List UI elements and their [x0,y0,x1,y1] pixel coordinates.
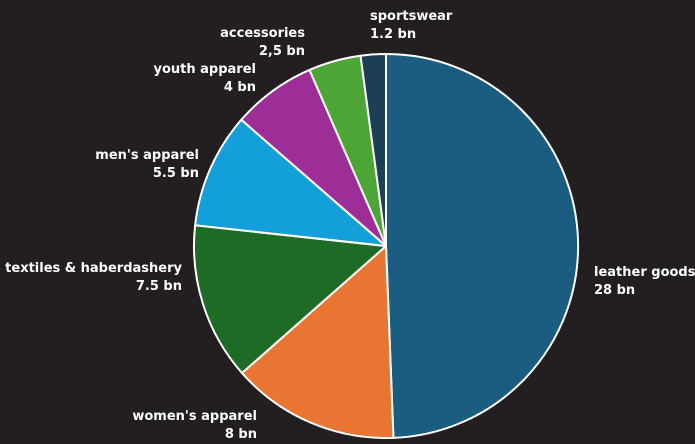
slice-name-label: accessories [220,26,305,41]
slice-value-label: 8 bn [225,427,257,442]
slice-value-label: 4 bn [224,80,256,95]
pie-slices [193,53,580,439]
pie-slice-sportswear [359,53,387,247]
slice-value-label: 1.2 bn [370,27,416,42]
slice-value-label: 7.5 bn [136,279,182,294]
slice-name-label: leather goods [594,265,695,280]
pie-labels: leather goods 28 bn women's apparel 8 bn tex… [5,9,695,442]
pie-slice-textiles-haberdashery [193,224,387,375]
slice-name-label: youth apparel [154,62,257,77]
pie-slice-women-s-apparel [241,245,395,439]
pie-slice-men-s-apparel [194,118,387,247]
slice-name-label: men's apparel [95,148,199,163]
slice-name-label: sportswear [370,9,453,24]
slice-value-label: 5.5 bn [153,166,199,181]
slice-name-label: women's apparel [132,409,257,424]
slice-value-label: 28 bn [594,283,635,298]
pie-slice-leather-goods [385,53,580,439]
slice-name-label: textiles & haberdashery [5,261,182,276]
slice-value-label: 2,5 bn [259,44,305,59]
